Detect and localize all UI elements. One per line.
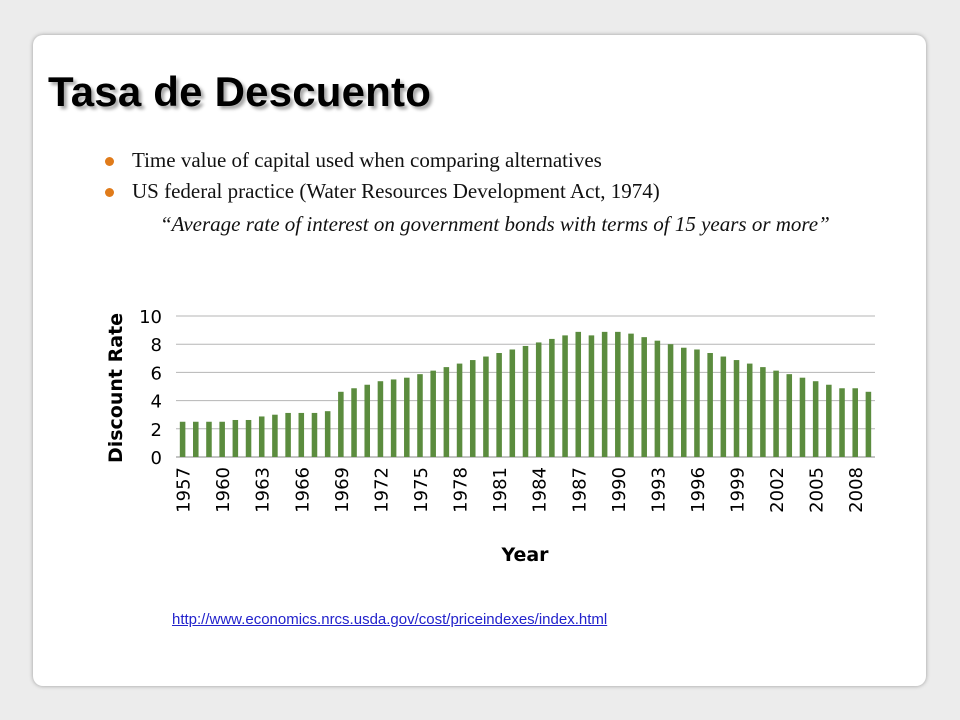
bar-1971 xyxy=(364,384,371,457)
y-tick-label: 6 xyxy=(151,363,162,384)
bar-1963 xyxy=(258,416,265,457)
y-tick-label: 8 xyxy=(151,335,162,356)
bar-1981 xyxy=(496,353,502,457)
bar-1968 xyxy=(324,411,331,457)
bar-2009 xyxy=(865,391,872,457)
bar-1958 xyxy=(193,421,199,457)
bar-1966 xyxy=(298,412,305,457)
y-tick-label: 10 xyxy=(139,307,162,328)
bar-1998 xyxy=(720,356,727,457)
bar-2000 xyxy=(746,363,753,457)
bar-1974 xyxy=(404,377,410,457)
x-tick-label: 1990 xyxy=(609,467,630,513)
bars xyxy=(179,331,872,457)
bar-1997 xyxy=(707,353,713,457)
bar-1964 xyxy=(272,414,278,457)
y-tick-labels: 0 2 4 6 8 10 xyxy=(139,307,162,469)
bar-1993 xyxy=(654,340,661,457)
x-tick-label: 1984 xyxy=(530,467,551,513)
x-axis-title: Year xyxy=(500,544,549,566)
y-tick-label: 0 xyxy=(151,448,162,469)
slide-title: Tasa de Descuento xyxy=(48,68,432,115)
bullet-list: Time value of capital used when comparin… xyxy=(105,145,660,207)
bullet-text: Time value of capital used when comparin… xyxy=(132,148,602,172)
x-tick-label: 1969 xyxy=(332,467,353,513)
bullet-dot-icon xyxy=(105,188,114,197)
bar-1960 xyxy=(219,421,225,457)
x-tick-label: 1987 xyxy=(569,467,590,513)
bar-2002 xyxy=(773,370,779,457)
bar-1978 xyxy=(456,363,463,457)
discount-rate-chart: 0 2 4 6 8 10 1957 1960 1963 1966 1969 1972 1975 1978… xyxy=(105,307,875,566)
x-tick-label: 1981 xyxy=(490,467,511,513)
source-link[interactable]: http://www.economics.nrcs.usda.gov/cost/… xyxy=(172,611,608,628)
x-tick-label: 1966 xyxy=(292,467,313,513)
bar-1982 xyxy=(509,349,516,457)
slide-card xyxy=(33,35,926,686)
bar-1992 xyxy=(641,337,647,457)
bar-1959 xyxy=(206,421,212,457)
bar-1999 xyxy=(733,360,740,457)
bar-1986 xyxy=(562,335,568,457)
bar-1985 xyxy=(549,338,555,457)
bar-1969 xyxy=(338,391,344,457)
bar-1970 xyxy=(351,388,357,457)
bar-1990 xyxy=(615,331,621,457)
x-tick-label: 1972 xyxy=(371,467,392,513)
bar-2004 xyxy=(799,377,806,457)
bar-1989 xyxy=(601,331,608,457)
y-tick-label: 2 xyxy=(151,420,162,441)
bar-1995 xyxy=(680,347,687,457)
bar-1973 xyxy=(390,379,397,457)
bar-1996 xyxy=(694,349,700,457)
bar-1961 xyxy=(232,419,239,457)
bar-1967 xyxy=(311,412,318,457)
x-tick-label: 2002 xyxy=(767,467,788,513)
bullet-item: US federal practice (Water Resources Dev… xyxy=(105,176,660,207)
bar-1980 xyxy=(483,356,489,457)
bar-2003 xyxy=(786,374,793,457)
bar-1975 xyxy=(417,374,423,457)
bar-1976 xyxy=(430,370,436,457)
bar-2005 xyxy=(812,381,819,457)
bar-1988 xyxy=(588,335,595,457)
x-tick-labels: 1957 1960 1963 1966 1969 1972 1975 1978 1981 1984… xyxy=(174,467,868,513)
bar-1987 xyxy=(575,331,582,457)
bar-2001 xyxy=(760,367,766,457)
x-tick-label: 2008 xyxy=(846,467,867,513)
bar-2008 xyxy=(852,388,858,457)
bar-1983 xyxy=(522,345,529,457)
x-tick-label: 1996 xyxy=(688,467,709,513)
y-axis-title: Discount Rate xyxy=(105,313,127,463)
x-tick-label: 1960 xyxy=(213,467,234,513)
bullet-dot-icon xyxy=(105,157,114,166)
x-tick-label: 2005 xyxy=(807,467,828,513)
bullet-text: US federal practice (Water Resources Dev… xyxy=(132,179,660,203)
bullet-item: Time value of capital used when comparin… xyxy=(105,145,660,176)
bar-2007 xyxy=(839,388,845,457)
x-tick-label: 1978 xyxy=(451,467,472,513)
bar-1962 xyxy=(245,419,252,457)
bar-2006 xyxy=(826,384,832,457)
x-tick-label: 1999 xyxy=(728,467,749,513)
bar-1984 xyxy=(535,342,542,457)
x-tick-label: 1993 xyxy=(648,467,669,513)
bar-1965 xyxy=(285,412,291,457)
bar-1957 xyxy=(179,421,186,457)
bar-1972 xyxy=(377,381,384,457)
x-tick-label: 1957 xyxy=(174,467,195,513)
bar-1977 xyxy=(443,367,450,457)
quote-text: “Average rate of interest on government … xyxy=(160,212,830,236)
x-tick-label: 1975 xyxy=(411,467,432,513)
x-tick-label: 1963 xyxy=(253,467,274,513)
y-tick-label: 4 xyxy=(151,392,162,413)
bar-1979 xyxy=(469,360,476,457)
bar-1994 xyxy=(667,344,674,457)
bar-1991 xyxy=(628,333,634,457)
